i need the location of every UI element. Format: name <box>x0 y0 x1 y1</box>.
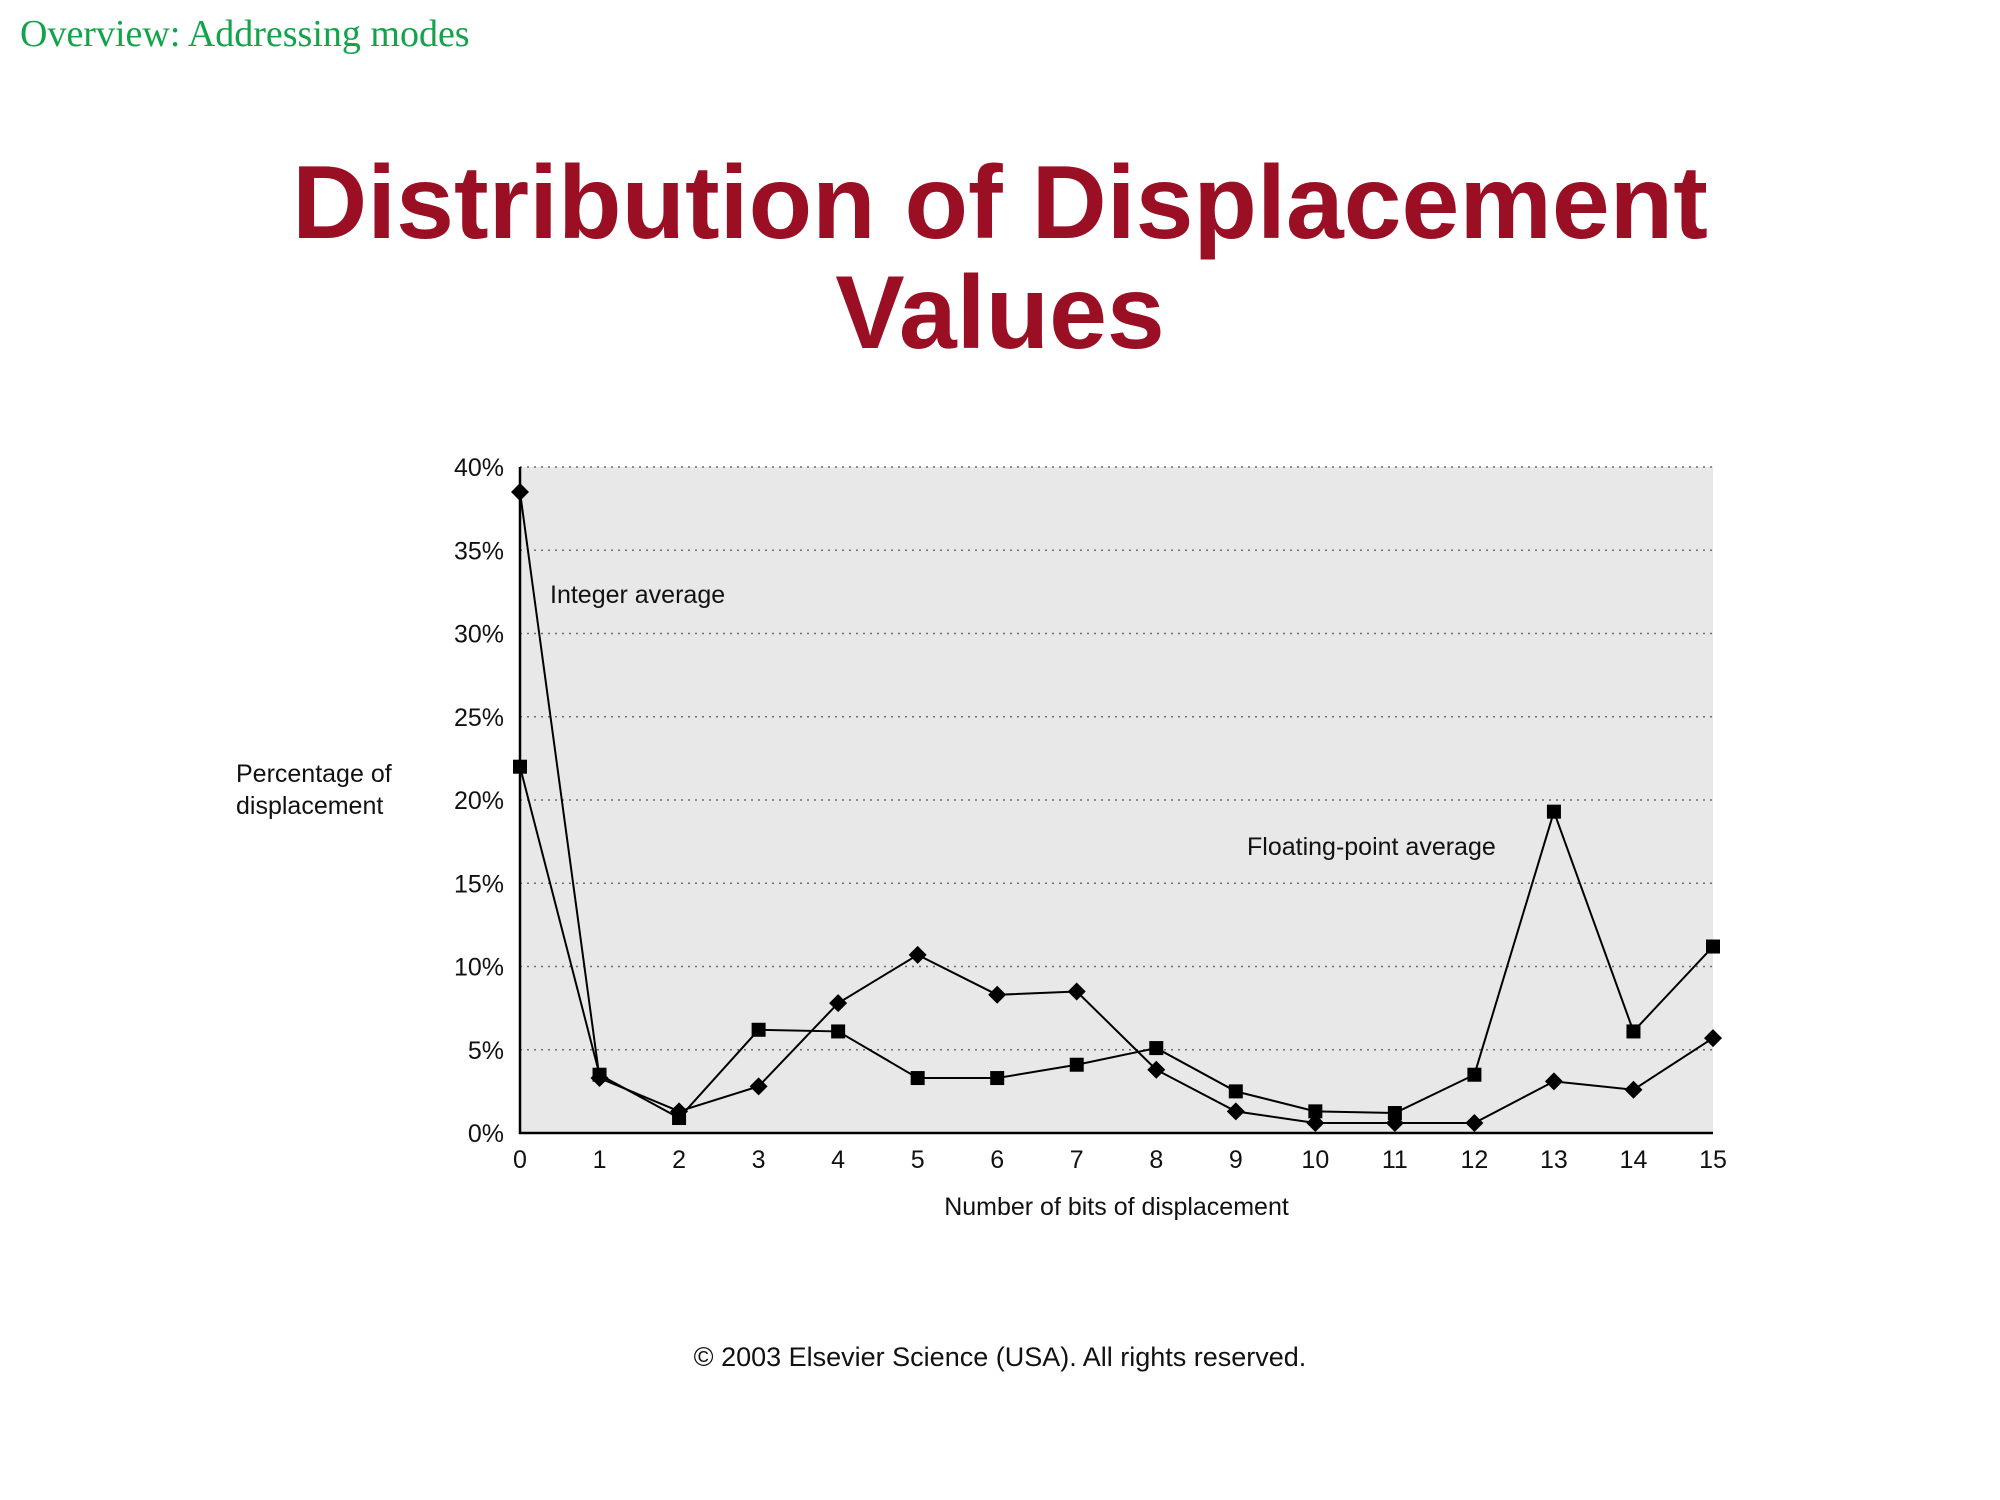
floating-point-point <box>990 1071 1005 1086</box>
x-tick-label: 3 <box>752 1146 766 1174</box>
integer-point <box>1067 982 1086 1001</box>
series-line-1 <box>519 766 1714 1120</box>
floating-point-average-label: Floating-point average <box>1247 833 1496 861</box>
floating-point-point <box>751 1022 766 1037</box>
integer-point <box>1147 1060 1166 1079</box>
x-tick-label: 7 <box>1070 1146 1084 1174</box>
x-tick-label: 10 <box>1301 1146 1329 1174</box>
floating-point-point <box>1467 1067 1482 1082</box>
y-tick-label: 15% <box>454 870 504 898</box>
floating-point-point <box>1069 1057 1084 1072</box>
slide-title-line-1: Distribution of Displacement <box>292 145 1708 261</box>
integer-point <box>1306 1114 1325 1133</box>
integer-point <box>988 985 1007 1004</box>
floating-point-point <box>1706 939 1720 954</box>
floating-point-point <box>1228 1084 1243 1099</box>
x-tick-label: 6 <box>990 1146 1004 1174</box>
integer-point <box>1624 1080 1643 1099</box>
y-tick-label: 40% <box>454 454 504 482</box>
x-tick-label: 8 <box>1149 1146 1163 1174</box>
floating-point-point <box>1626 1024 1641 1039</box>
floating-point-point <box>672 1111 687 1126</box>
x-tick-label: 12 <box>1460 1146 1488 1174</box>
y-axis-label: Percentage of <box>236 760 392 788</box>
floating-point-point <box>831 1024 846 1039</box>
integer-point <box>908 945 927 964</box>
slide-title-line-2: Values <box>835 255 1165 371</box>
y-axis-label: displacement <box>236 792 383 820</box>
x-tick-label: 4 <box>831 1146 845 1174</box>
x-tick-label: 9 <box>1229 1146 1243 1174</box>
series-line-0 <box>519 491 1714 1125</box>
floating-point-point <box>513 759 527 774</box>
section-label: Overview: Addressing modes <box>20 13 470 55</box>
integer-point <box>749 1077 768 1096</box>
y-tick-label: 5% <box>468 1037 504 1065</box>
x-tick-label: 13 <box>1540 1146 1568 1174</box>
floating-point-point <box>592 1067 607 1082</box>
integer-point <box>829 994 848 1013</box>
floating-point-point <box>1308 1104 1323 1119</box>
floating-point-point <box>1387 1106 1402 1121</box>
y-tick-label: 20% <box>454 787 504 815</box>
x-tick-label: 1 <box>593 1146 607 1174</box>
x-axis-label: Number of bits of displacement <box>944 1193 1289 1221</box>
integer-point <box>1704 1029 1722 1048</box>
x-tick-label: 11 <box>1382 1146 1408 1174</box>
x-tick-label: 0 <box>513 1146 527 1174</box>
integer-point <box>1544 1072 1563 1091</box>
x-tick-label: 15 <box>1699 1146 1727 1174</box>
y-tick-label: 0% <box>468 1120 504 1148</box>
y-tick-label: 30% <box>454 621 504 649</box>
y-tick-label: 35% <box>454 537 504 565</box>
y-tick-label: 10% <box>454 954 504 982</box>
integer-average-label: Integer average <box>550 581 725 609</box>
integer-point <box>1226 1102 1245 1121</box>
copyright-notice: © 2003 Elsevier Science (USA). All right… <box>693 1342 1307 1372</box>
floating-point-point <box>1546 804 1561 819</box>
floating-point-point <box>910 1071 925 1086</box>
x-tick-label: 14 <box>1620 1146 1648 1174</box>
y-tick-label: 25% <box>454 704 504 732</box>
integer-point <box>1465 1114 1484 1133</box>
integer-point <box>511 482 529 501</box>
floating-point-point <box>1149 1041 1164 1056</box>
x-tick-label: 2 <box>672 1146 686 1174</box>
x-tick-label: 5 <box>911 1146 925 1174</box>
slide-title: Distribution of Displacement Values <box>0 148 2000 368</box>
